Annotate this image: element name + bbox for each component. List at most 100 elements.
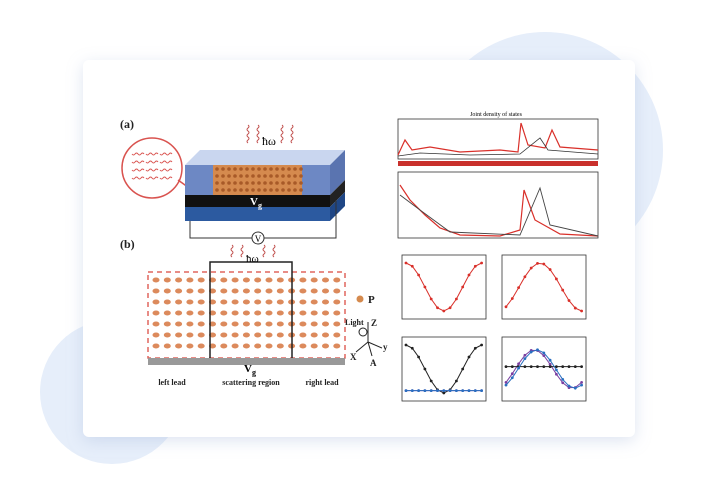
atom: [175, 332, 183, 338]
plot-bar: [398, 161, 598, 166]
atom: [152, 343, 160, 349]
plot-frame: [401, 336, 487, 402]
wave: [145, 168, 159, 172]
atom: [287, 188, 291, 192]
atom: [276, 277, 284, 283]
atom: [197, 343, 205, 349]
circuit: [189, 200, 337, 239]
atom: [254, 310, 262, 316]
atom: [220, 288, 228, 294]
atom: [242, 321, 250, 327]
device-substrate: [185, 207, 330, 221]
plots: [401, 254, 587, 402]
atom: [197, 288, 205, 294]
atom: [322, 332, 329, 338]
photon-label: ħω: [246, 253, 259, 265]
plot-curve: [399, 186, 599, 237]
atom: [299, 332, 307, 338]
atom: [251, 181, 255, 185]
atom: [231, 321, 239, 327]
atom: [281, 188, 285, 192]
device-lead: [302, 165, 330, 195]
wave: [159, 160, 173, 164]
atom: [227, 174, 231, 178]
wave: [145, 152, 159, 156]
atom: [163, 277, 171, 283]
atom: [333, 332, 341, 338]
atom: [239, 167, 243, 171]
wave: [290, 124, 294, 144]
atom: [163, 299, 171, 305]
atom: [231, 277, 239, 283]
atom: [221, 167, 225, 171]
plot-frame: [401, 254, 487, 320]
atom: [265, 310, 273, 316]
atom: [310, 343, 318, 349]
atom: [322, 299, 329, 305]
atoms: [215, 167, 303, 192]
atom: [220, 310, 228, 316]
atom: [254, 332, 262, 338]
wave: [280, 124, 284, 144]
atom: [227, 181, 231, 185]
wave: [159, 168, 173, 172]
atom: [333, 343, 341, 349]
atom: [227, 167, 231, 171]
atom: [152, 310, 160, 316]
atom: [254, 299, 262, 305]
atom: [163, 332, 171, 338]
atom: [263, 181, 267, 185]
atom: [152, 299, 160, 305]
atom: [275, 167, 279, 171]
atom: [299, 299, 307, 305]
atom: [299, 288, 307, 294]
atom: [163, 288, 171, 294]
atom: [215, 167, 219, 171]
axis: [355, 341, 369, 353]
wave: [240, 244, 244, 258]
axis: [367, 341, 383, 349]
atom: [186, 332, 194, 338]
waves: [230, 244, 276, 258]
atom: [186, 310, 194, 316]
wave: [246, 124, 250, 144]
atom: [275, 174, 279, 178]
atom: [310, 288, 318, 294]
atom: [293, 167, 297, 171]
atom: [233, 167, 237, 171]
atom: [276, 310, 284, 316]
atom: [152, 321, 160, 327]
particle-dot: [356, 295, 364, 303]
atom: [175, 310, 183, 316]
device-side: [330, 180, 345, 207]
wave: [159, 152, 173, 156]
atom: [242, 299, 250, 305]
atom: [227, 188, 231, 192]
axis: [367, 341, 373, 357]
atom: [333, 310, 341, 316]
gate-label: Vg: [244, 363, 256, 377]
atom: [322, 288, 329, 294]
atom: [269, 167, 273, 171]
atom: [257, 167, 261, 171]
bias-label: V: [255, 234, 262, 244]
atom: [220, 299, 228, 305]
atom: [263, 188, 267, 192]
atom: [263, 174, 267, 178]
atom: [299, 181, 303, 185]
panel-label: (a): [120, 117, 134, 131]
atom: [251, 167, 255, 171]
atom: [197, 310, 205, 316]
atom: [257, 174, 261, 178]
device-gate: [185, 195, 330, 207]
atom: [310, 332, 318, 338]
atom: [220, 343, 228, 349]
wave: [256, 124, 260, 144]
atom: [221, 181, 225, 185]
plot-curve: [397, 137, 599, 157]
atom: [299, 310, 307, 316]
region-label: scattering region: [222, 378, 280, 387]
atom: [299, 174, 303, 178]
